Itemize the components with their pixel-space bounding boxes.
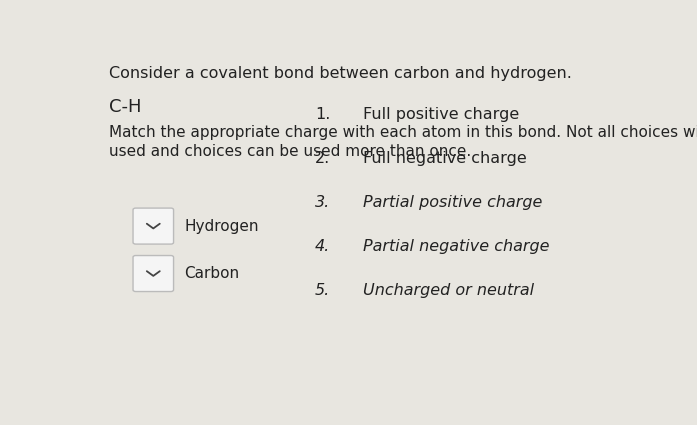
Text: Consider a covalent bond between carbon and hydrogen.: Consider a covalent bond between carbon … bbox=[109, 66, 572, 81]
Text: C-H: C-H bbox=[109, 99, 141, 116]
Text: 5.: 5. bbox=[315, 283, 330, 298]
Text: Partial negative charge: Partial negative charge bbox=[362, 239, 549, 254]
Text: Full negative charge: Full negative charge bbox=[362, 151, 526, 166]
Text: Hydrogen: Hydrogen bbox=[184, 218, 259, 234]
FancyBboxPatch shape bbox=[133, 208, 174, 244]
Text: 3.: 3. bbox=[315, 195, 330, 210]
Text: Uncharged or neutral: Uncharged or neutral bbox=[362, 283, 534, 298]
Text: 1.: 1. bbox=[315, 107, 330, 122]
Text: Carbon: Carbon bbox=[184, 266, 240, 281]
Text: Match the appropriate charge with each atom in this bond. Not all choices will b: Match the appropriate charge with each a… bbox=[109, 125, 697, 140]
Text: used and choices can be used more than once.: used and choices can be used more than o… bbox=[109, 144, 471, 159]
Text: 4.: 4. bbox=[315, 239, 330, 254]
Text: Full positive charge: Full positive charge bbox=[362, 107, 519, 122]
Text: Partial positive charge: Partial positive charge bbox=[362, 195, 542, 210]
Text: 2.: 2. bbox=[315, 151, 330, 166]
FancyBboxPatch shape bbox=[133, 255, 174, 292]
